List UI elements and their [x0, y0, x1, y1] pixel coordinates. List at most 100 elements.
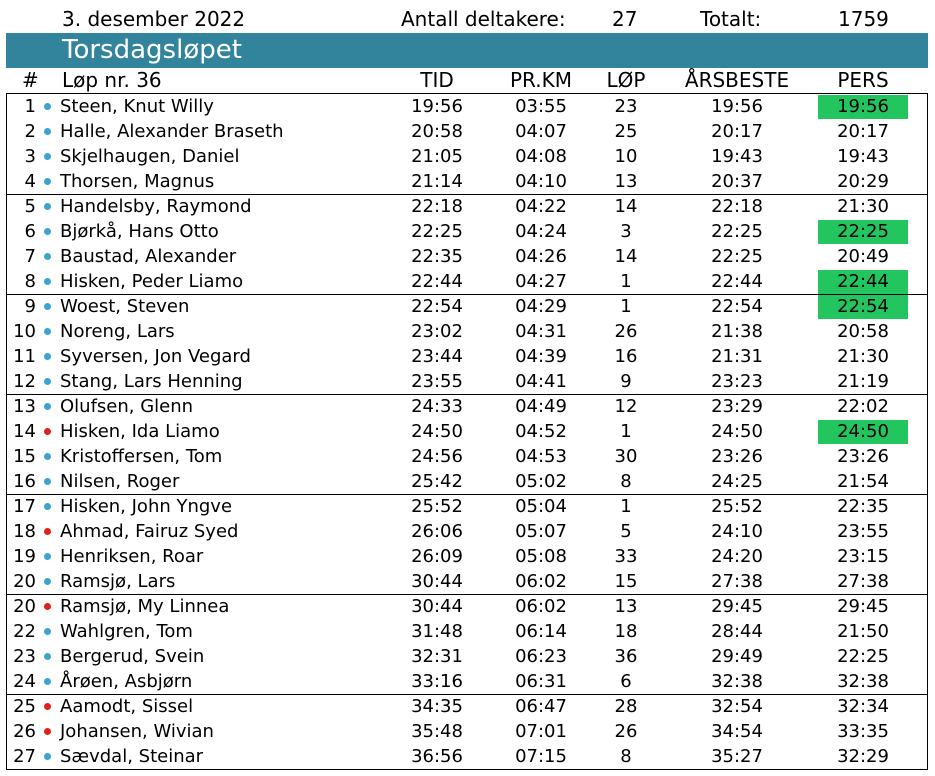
cell-season-best: 32:38 [711, 671, 763, 692]
male-dot-icon [44, 478, 51, 485]
table-row: 11 Syversen, Jon Vegard 23:44 04:39 16 21:31 2… [0, 344, 935, 369]
cell-season-best: 23:26 [711, 446, 763, 467]
cell-pace: 06:23 [515, 646, 567, 667]
cell-rank: 17 [13, 496, 36, 517]
cell-name: Ramsjø, My Linnea [60, 596, 230, 617]
cell-season-best: 22:44 [711, 271, 763, 292]
cell-time: 19:56 [411, 96, 463, 117]
col-race: Løp nr. 36 [62, 68, 162, 92]
cell-time: 26:06 [411, 521, 463, 542]
cell-name: Wahlgren, Tom [60, 621, 193, 642]
female-dot-icon [44, 428, 51, 435]
cell-name: Skjelhaugen, Daniel [60, 146, 240, 167]
col-rank: # [22, 68, 39, 92]
cell-pace: 06:14 [515, 621, 567, 642]
cell-season-best: 29:49 [711, 646, 763, 667]
cell-pace: 04:26 [515, 246, 567, 267]
cell-rank: 15 [13, 446, 36, 467]
cell-season-best: 24:25 [711, 471, 763, 492]
cell-season-best: 25:52 [711, 496, 763, 517]
cell-rank: 8 [24, 271, 36, 292]
cell-races: 10 [614, 146, 638, 167]
cell-races: 33 [614, 546, 638, 567]
col-season-best: ÅRSBESTE [684, 68, 790, 92]
cell-time: 22:35 [411, 246, 463, 267]
cell-pace: 04:08 [515, 146, 567, 167]
cell-races: 23 [614, 96, 638, 117]
cell-rank: 14 [13, 421, 36, 442]
cell-name: Halle, Alexander Braseth [60, 121, 284, 142]
col-time: TID [420, 68, 454, 92]
pb-highlight [818, 420, 908, 444]
cell-name: Steen, Knut Willy [60, 96, 214, 117]
top-info-line: 3. desember 2022 Antall deltakere: 27 To… [0, 6, 935, 32]
cell-pace: 07:15 [515, 746, 567, 767]
cell-rank: 23 [13, 646, 36, 667]
cell-time: 23:55 [411, 371, 463, 392]
title-banner: Torsdagsløpet [6, 33, 928, 68]
table-row: 6 Bjørkå, Hans Otto 22:25 04:24 3 22:25 22:25 [0, 219, 935, 244]
cell-name: Olufsen, Glenn [60, 396, 194, 417]
cell-pace: 07:01 [515, 721, 567, 742]
cell-time: 32:31 [411, 646, 463, 667]
male-dot-icon [44, 403, 51, 410]
cell-races: 30 [614, 446, 638, 467]
cell-season-best: 20:17 [711, 121, 763, 142]
male-dot-icon [44, 103, 51, 110]
total-label: Totalt: [700, 7, 762, 31]
male-dot-icon [44, 253, 51, 260]
cell-name: Woest, Steven [60, 296, 190, 317]
cell-pace: 04:49 [515, 396, 567, 417]
cell-time: 36:56 [411, 746, 463, 767]
cell-rank: 5 [24, 196, 36, 217]
cell-rank: 19 [13, 546, 36, 567]
cell-races: 28 [614, 696, 638, 717]
page-title: Torsdagsløpet [62, 35, 242, 65]
total-value: 1759 [838, 7, 889, 31]
cell-season-best: 34:54 [711, 721, 763, 742]
male-dot-icon [44, 378, 51, 385]
cell-personal-best: 20:29 [837, 171, 889, 192]
cell-races: 8 [620, 471, 632, 492]
cell-season-best: 28:44 [711, 621, 763, 642]
cell-pace: 04:52 [515, 421, 567, 442]
cell-rank: 18 [13, 521, 36, 542]
cell-personal-best: 22:35 [837, 496, 889, 517]
cell-pace: 04:27 [515, 271, 567, 292]
pb-highlight [818, 270, 908, 294]
cell-name: Thorsen, Magnus [60, 171, 215, 192]
cell-time: 24:33 [411, 396, 463, 417]
table-row: 2 Halle, Alexander Braseth 20:58 04:07 25 20:… [0, 119, 935, 144]
col-personal-best: PERS [837, 68, 889, 92]
male-dot-icon [44, 278, 51, 285]
cell-personal-best: 23:26 [837, 446, 889, 467]
cell-personal-best: 32:29 [837, 746, 889, 767]
cell-time: 34:35 [411, 696, 463, 717]
cell-rank: 27 [13, 746, 36, 767]
group-divider [6, 394, 928, 395]
cell-races: 14 [614, 246, 638, 267]
group-divider [6, 694, 928, 695]
cell-personal-best: 27:38 [837, 571, 889, 592]
cell-races: 1 [620, 421, 632, 442]
table-row: 18 Ahmad, Fairuz Syed 26:06 05:07 5 24:10 23:5… [0, 519, 935, 544]
table-row: 25 Aamodt, Sissel 34:35 06:47 28 32:54 32:34 [0, 694, 935, 719]
cell-personal-best: 21:19 [837, 371, 889, 392]
cell-name: Hisken, Ida Liamo [60, 421, 220, 442]
cell-personal-best: 19:56 [837, 96, 889, 117]
table-row: 20 Ramsjø, Lars 30:44 06:02 15 27:38 27:38 [0, 569, 935, 594]
col-races: LØP [606, 68, 646, 92]
table-row: 14 Hisken, Ida Liamo 24:50 04:52 1 24:50 24:50 [0, 419, 935, 444]
cell-personal-best: 24:50 [837, 421, 889, 442]
cell-races: 1 [620, 271, 632, 292]
male-dot-icon [44, 153, 51, 160]
cell-rank: 7 [24, 246, 36, 267]
table-row: 17 Hisken, John Yngve 25:52 05:04 1 25:52 22:3… [0, 494, 935, 519]
cell-season-best: 24:10 [711, 521, 763, 542]
male-dot-icon [44, 578, 51, 585]
pb-highlight [818, 95, 908, 119]
cell-personal-best: 19:43 [837, 146, 889, 167]
table-row: 19 Henriksen, Roar 26:09 05:08 33 24:20 23:15 [0, 544, 935, 569]
cell-name: Henriksen, Roar [60, 546, 204, 567]
table-row: 1 Steen, Knut Willy 19:56 03:55 23 19:56 19:56 [0, 94, 935, 119]
